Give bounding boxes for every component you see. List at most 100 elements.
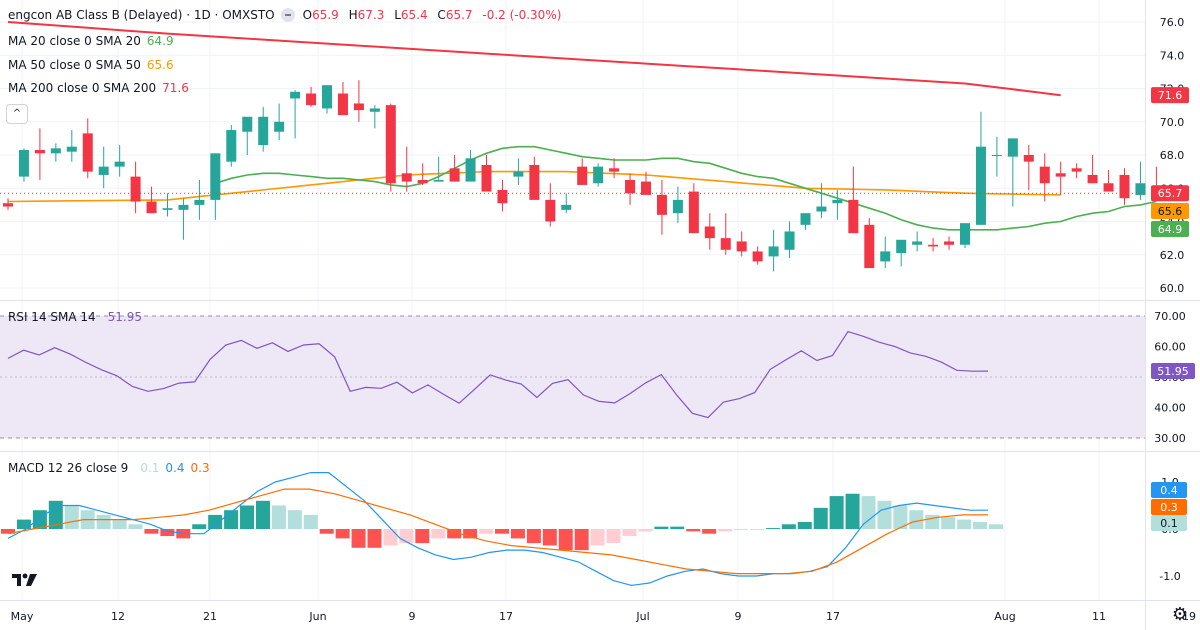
candle-body — [50, 148, 61, 154]
candle-body — [497, 189, 508, 204]
candle-body — [1119, 174, 1130, 199]
rsi-tick-label: 30.00 — [1154, 432, 1186, 445]
legend-rsi-label: RSI 14 SMA 14 — [8, 310, 96, 324]
rsi-pane — [0, 315, 1145, 439]
price-pane — [0, 21, 1162, 272]
ohlc-low: L65.4 — [394, 8, 428, 22]
macd-line — [7, 472, 988, 587]
macd-histogram-bar — [718, 529, 733, 532]
candle-body — [656, 194, 667, 215]
rsi-tick-label: 70.00 — [1154, 310, 1186, 323]
candle-body — [114, 161, 125, 167]
rsi-line — [7, 330, 989, 419]
macd-histogram-bar — [255, 500, 270, 529]
legend-rsi-value: 51.95 — [107, 310, 143, 324]
macd-histogram-bar — [463, 529, 478, 539]
legend-ma200[interactable]: MA 200 close 0 SMA 200 71.6 — [8, 81, 189, 95]
macd-signal-badge-bg — [1151, 499, 1187, 515]
market-status-icon[interactable] — [280, 8, 295, 22]
macd-histogram-bar — [734, 529, 749, 530]
macd-pane — [1, 472, 1003, 587]
time-axis-label: Jul — [635, 610, 649, 623]
candle-body — [736, 241, 747, 252]
time-axis-label: 9 — [409, 610, 416, 623]
macd-histogram-bar — [271, 505, 286, 529]
macd-histogram-bar — [479, 529, 494, 534]
macd-histogram-bar — [192, 524, 207, 529]
candle-body — [274, 121, 285, 132]
macd-histogram-bar — [16, 519, 31, 529]
candle-body — [625, 179, 636, 194]
legend-ma50-value: 65.6 — [146, 58, 174, 72]
ma20-price-badge: 64.9 — [1158, 223, 1183, 236]
candle-body — [912, 241, 923, 245]
candle-body — [290, 91, 301, 99]
macd-histogram-bar — [526, 529, 541, 544]
symbol-header: engcon AB Class B (Delayed) · 1D · OMXST… — [8, 8, 561, 22]
candle-body — [1135, 183, 1146, 195]
macd-histogram-bar — [495, 529, 509, 534]
price-tick-label: 76.0 — [1160, 16, 1185, 29]
candle-body — [369, 108, 380, 112]
candle-body — [960, 223, 970, 245]
macd-histogram-bar — [765, 528, 780, 530]
settings-gear-icon[interactable]: ⚙ — [1171, 604, 1188, 625]
macd-histogram-bar — [686, 529, 701, 532]
candle-body — [66, 146, 77, 152]
macd-histogram-bar — [829, 496, 844, 529]
macd-tick-label: -1.0 — [1159, 570, 1180, 583]
candle-body — [752, 251, 763, 262]
time-axis-label: 17 — [826, 610, 840, 623]
candle-body — [577, 166, 588, 185]
ma200-line — [7, 21, 1061, 97]
macd-histogram-bar — [335, 529, 350, 539]
candle-body — [545, 199, 556, 222]
macd-histogram-bar — [287, 510, 302, 529]
ma200-price-badge: 71.6 — [1158, 89, 1183, 102]
candle-body — [3, 203, 13, 207]
macd-histogram-bar — [208, 514, 223, 529]
grid — [0, 0, 1145, 600]
candle-body — [880, 251, 891, 262]
tradingview-logo-icon[interactable] — [10, 570, 40, 590]
legend-macd[interactable]: MACD 12 26 close 9 0.1 0.4 0.3 — [8, 461, 210, 475]
macd-histogram-bar — [32, 510, 47, 529]
candle-body — [481, 164, 492, 192]
candle-body — [194, 199, 205, 205]
macd-histogram-bar — [797, 521, 812, 529]
legend-ma20-label: MA 20 close 0 SMA 20 — [8, 34, 141, 48]
macd-histogram-bar — [749, 529, 764, 530]
candle-body — [82, 133, 93, 172]
macd-histogram-bar — [1, 529, 15, 534]
macd-histogram-bar — [303, 514, 318, 529]
price-tick-label: 70.0 — [1160, 116, 1185, 129]
candle-body — [1023, 155, 1034, 162]
rsi-value-badge-bg — [1151, 363, 1195, 380]
legend-ma20[interactable]: MA 20 close 0 SMA 20 64.9 — [8, 34, 174, 48]
rsi-value-badge: 51.95 — [1157, 365, 1189, 378]
macd-histogram-bar — [399, 529, 414, 544]
symbol-title: engcon AB Class B (Delayed) · 1D · OMXST… — [8, 8, 275, 22]
last-price-badge: 65.7 — [1158, 187, 1183, 200]
legend-macd-label: MACD 12 26 close 9 — [8, 461, 129, 475]
macd-line-badge-bg — [1151, 482, 1187, 498]
macd-histogram-bar — [48, 500, 63, 529]
candle-body — [258, 116, 269, 146]
macd-histogram-bar — [112, 519, 127, 529]
ohlc-high: H67.3 — [348, 8, 385, 22]
legend-collapse-button[interactable]: ^ — [6, 104, 28, 124]
candle-body — [593, 166, 604, 184]
time-axis-label: 17 — [499, 610, 513, 623]
price-tick-label: 68.0 — [1160, 149, 1185, 162]
candle-body — [337, 93, 348, 116]
macd-histogram-bar — [160, 529, 175, 537]
macd-histogram-bar — [574, 529, 589, 551]
candle-body — [768, 246, 779, 257]
ma50-price-badge: 65.6 — [1158, 205, 1183, 218]
legend-rsi[interactable]: RSI 14 SMA 14 51.95 — [8, 310, 142, 324]
legend-ma50[interactable]: MA 50 close 0 SMA 50 65.6 — [8, 58, 174, 72]
macd-histogram-bar — [622, 529, 637, 537]
macd-histogram-bar — [909, 510, 924, 529]
